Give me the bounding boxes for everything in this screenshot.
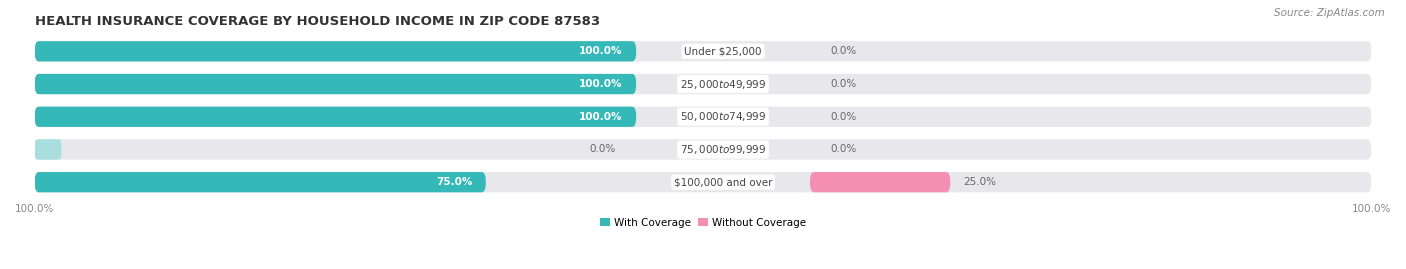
FancyBboxPatch shape — [35, 107, 636, 127]
FancyBboxPatch shape — [35, 74, 636, 94]
FancyBboxPatch shape — [35, 41, 636, 62]
Text: 0.0%: 0.0% — [830, 46, 856, 56]
FancyBboxPatch shape — [810, 172, 950, 192]
FancyBboxPatch shape — [35, 139, 62, 160]
FancyBboxPatch shape — [35, 139, 1371, 160]
Text: 0.0%: 0.0% — [830, 79, 856, 89]
Text: $75,000 to $99,999: $75,000 to $99,999 — [681, 143, 766, 156]
FancyBboxPatch shape — [35, 41, 1371, 62]
Text: $25,000 to $49,999: $25,000 to $49,999 — [681, 77, 766, 91]
Text: 100.0%: 100.0% — [579, 79, 623, 89]
Text: 0.0%: 0.0% — [591, 144, 616, 154]
Text: 75.0%: 75.0% — [436, 177, 472, 187]
Text: 0.0%: 0.0% — [830, 144, 856, 154]
Text: 0.0%: 0.0% — [830, 112, 856, 122]
Text: 25.0%: 25.0% — [963, 177, 997, 187]
Legend: With Coverage, Without Coverage: With Coverage, Without Coverage — [596, 213, 810, 232]
Text: 100.0%: 100.0% — [579, 46, 623, 56]
FancyBboxPatch shape — [35, 172, 486, 192]
FancyBboxPatch shape — [35, 107, 1371, 127]
Text: Under $25,000: Under $25,000 — [685, 46, 762, 56]
Text: $50,000 to $74,999: $50,000 to $74,999 — [681, 110, 766, 123]
FancyBboxPatch shape — [35, 172, 1371, 192]
Text: HEALTH INSURANCE COVERAGE BY HOUSEHOLD INCOME IN ZIP CODE 87583: HEALTH INSURANCE COVERAGE BY HOUSEHOLD I… — [35, 15, 600, 28]
FancyBboxPatch shape — [35, 74, 1371, 94]
Text: Source: ZipAtlas.com: Source: ZipAtlas.com — [1274, 8, 1385, 18]
Text: $100,000 and over: $100,000 and over — [673, 177, 772, 187]
Text: 100.0%: 100.0% — [579, 112, 623, 122]
